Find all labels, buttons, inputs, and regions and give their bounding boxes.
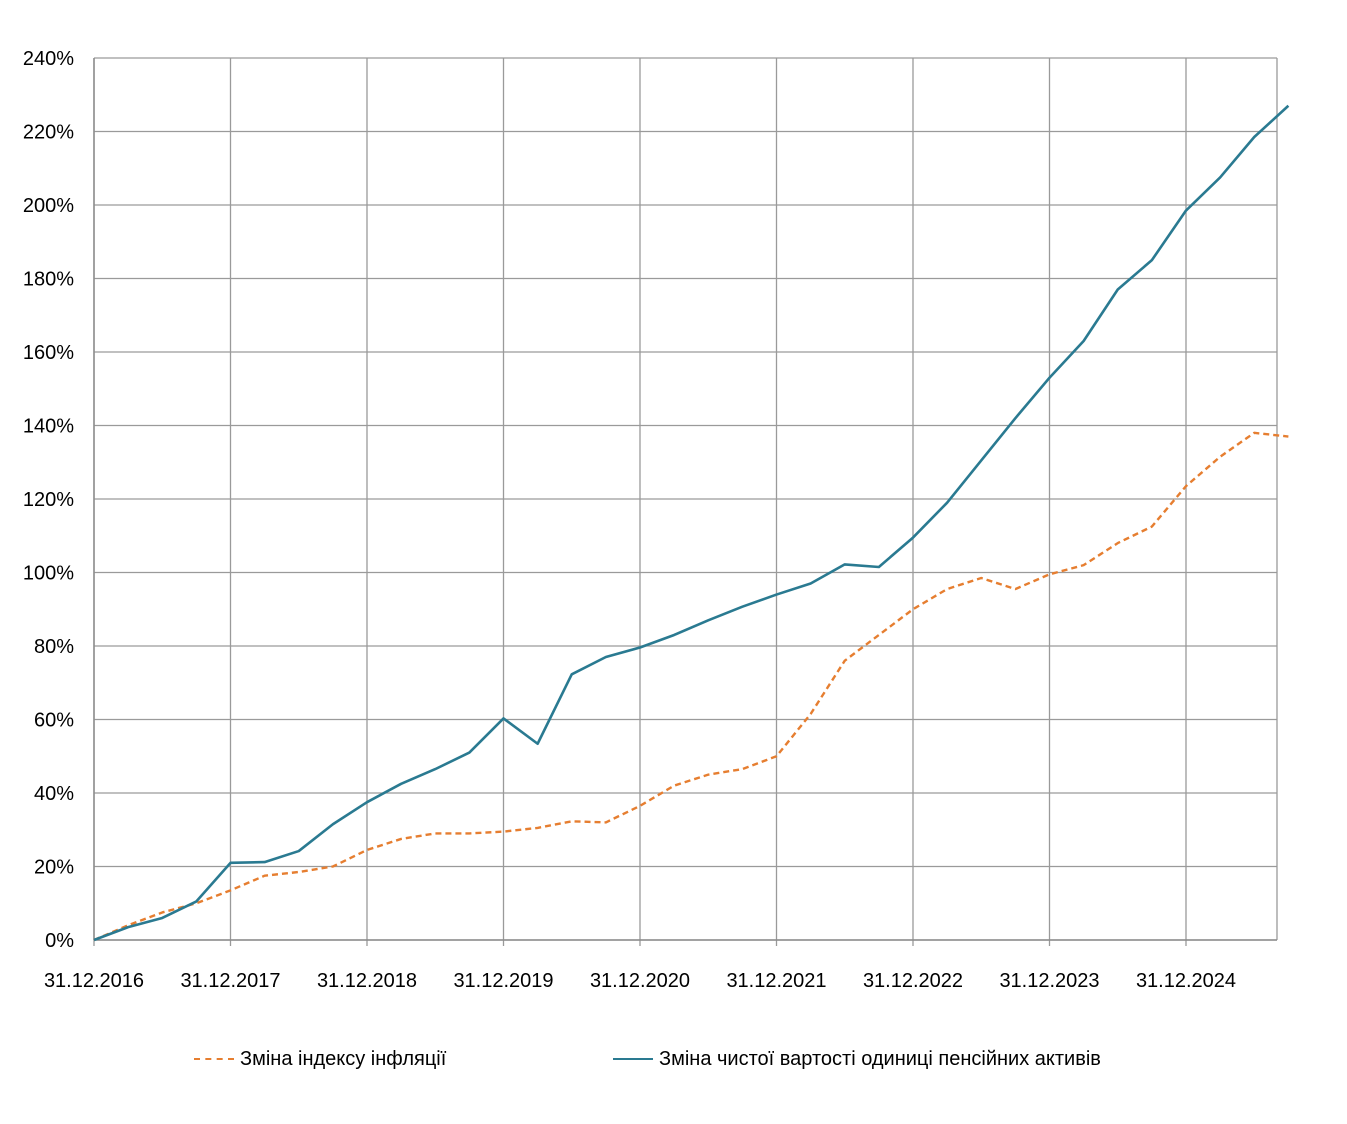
legend-item-nav: Зміна чистої вартості одиниці пенсійних …	[613, 1044, 1101, 1074]
series-line-inflation	[93, 431, 1289, 942]
legend-swatch-inflation	[194, 1058, 234, 1060]
y-tick-label: 80%	[34, 636, 74, 658]
y-tick-label: 0%	[45, 930, 74, 952]
y-tick-label: 220%	[23, 122, 74, 144]
x-tick-label: 31.12.2022	[863, 970, 963, 992]
y-tick-label: 100%	[23, 563, 74, 585]
y-tick-label: 120%	[23, 489, 74, 511]
legend-label-nav: Зміна чистої вартості одиниці пенсійних …	[659, 1047, 1101, 1070]
x-tick-label: 31.12.2019	[453, 970, 553, 992]
x-tick-label: 31.12.2020	[590, 970, 690, 992]
legend-label-inflation: Зміна індексу інфляції	[240, 1047, 447, 1070]
x-tick-label: 31.12.2018	[317, 970, 417, 992]
chart-legend: Зміна індексу інфляції Зміна чистої варт…	[0, 1044, 1347, 1074]
y-tick-label: 20%	[34, 857, 74, 879]
y-tick-label: 160%	[23, 342, 74, 364]
chart-tick-labels: 0% 20% 40% 60% 80% 100% 120% 140% 160% 180% 200% 22…	[23, 48, 1236, 992]
y-tick-label: 40%	[34, 783, 74, 805]
x-tick-label: 31.12.2017	[180, 970, 280, 992]
x-tick-label: 31.12.2024	[1136, 970, 1236, 992]
chart-series	[93, 104, 1290, 942]
legend-item-inflation: Зміна індексу інфляції	[194, 1044, 446, 1074]
y-tick-label: 240%	[23, 48, 74, 70]
y-tick-label: 180%	[23, 269, 74, 291]
x-tick-label: 31.12.2021	[726, 970, 826, 992]
y-tick-label: 140%	[23, 416, 74, 438]
chart-grid	[93, 57, 1277, 946]
x-tick-label: 31.12.2016	[44, 970, 144, 992]
x-tick-label: 31.12.2023	[999, 970, 1099, 992]
y-tick-label: 200%	[23, 195, 74, 217]
chart-axes	[93, 58, 1278, 941]
series-line-nav	[93, 104, 1290, 942]
line-chart: 0% 20% 40% 60% 80% 100% 120% 140% 160% 180% 200% 22…	[23, 48, 1290, 992]
legend-swatch-nav	[613, 1058, 653, 1060]
y-tick-label: 60%	[34, 710, 74, 732]
